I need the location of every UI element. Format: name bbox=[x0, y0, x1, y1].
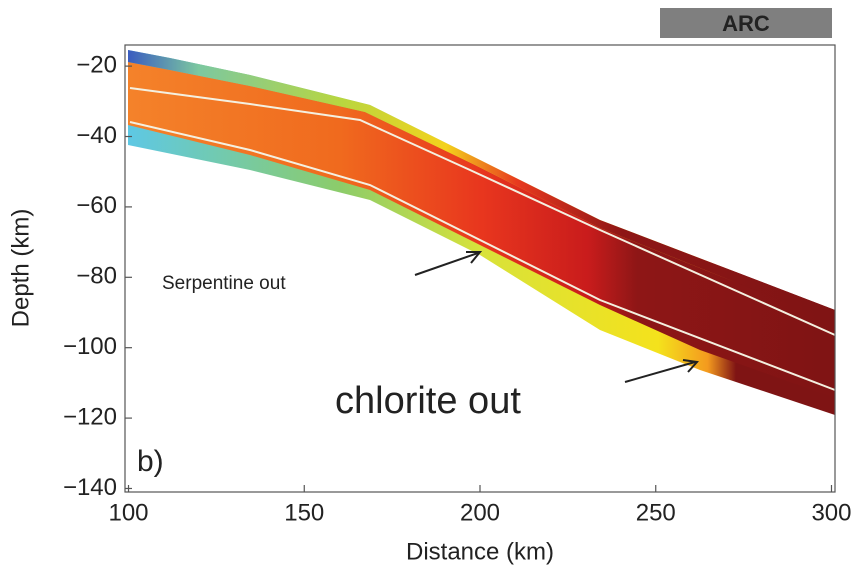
x-tick-label: 100 bbox=[108, 499, 148, 526]
x-axis-title: Distance (km) bbox=[406, 538, 554, 565]
x-tick-label: 150 bbox=[284, 499, 324, 526]
x-tick-label: 300 bbox=[811, 499, 851, 526]
y-tick-label: −40 bbox=[76, 122, 117, 149]
panel-label: b) bbox=[137, 445, 164, 478]
y-tick-label: −140 bbox=[63, 474, 117, 501]
annotation: Serpentine out bbox=[162, 273, 286, 294]
annotation: chlorite out bbox=[335, 380, 521, 422]
y-tick-label: −20 bbox=[76, 51, 117, 78]
x-tick-label: 200 bbox=[460, 499, 500, 526]
y-tick-label: −100 bbox=[63, 333, 117, 360]
slab bbox=[128, 50, 836, 415]
y-tick-label: −80 bbox=[76, 263, 117, 290]
y-tick-label: −60 bbox=[76, 192, 117, 219]
y-tick-label: −120 bbox=[63, 403, 117, 430]
arrow-head bbox=[466, 251, 483, 264]
arrow-head bbox=[682, 359, 699, 373]
x-tick-label: 250 bbox=[636, 499, 676, 526]
arrow bbox=[624, 361, 696, 383]
arrow bbox=[414, 252, 479, 276]
arc-box bbox=[660, 8, 832, 38]
y-axis-title: Depth (km) bbox=[7, 209, 34, 328]
arc-label: ARC bbox=[722, 11, 770, 36]
